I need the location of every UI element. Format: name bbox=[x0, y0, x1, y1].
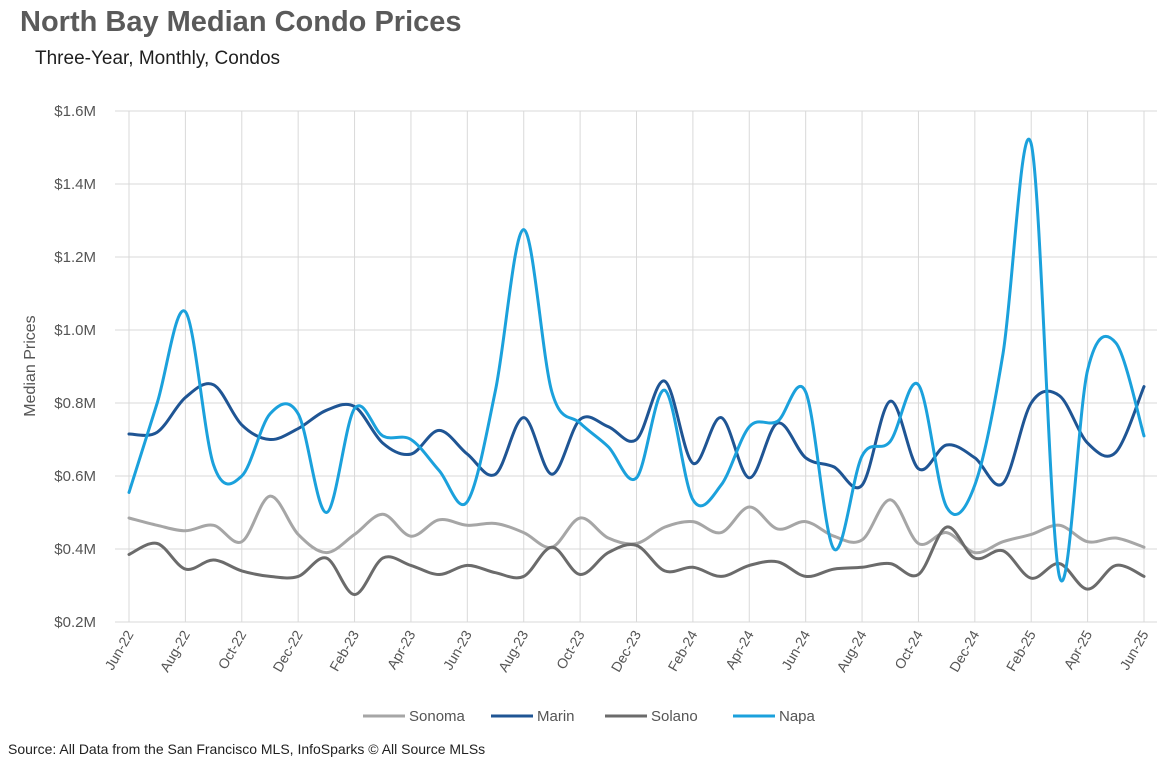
x-tick-label: Aug-23 bbox=[495, 627, 532, 674]
y-tick-label: $1.6M bbox=[54, 103, 96, 120]
y-tick-label: $0.2M bbox=[54, 614, 96, 631]
y-axis-ticks: $0.2M $0.4M $0.6M $0.8M $1.0M $1.2M $1.4M $1.6M bbox=[54, 103, 96, 631]
x-tick-label: Jun-24 bbox=[778, 627, 813, 672]
x-tick-label: Oct-24 bbox=[891, 627, 926, 672]
line-chart: $0.2M $0.4M $0.6M $0.8M $1.0M $1.2M $1.4M $1.6M… bbox=[22, 103, 1157, 725]
x-tick-label: Jun-23 bbox=[440, 627, 475, 672]
chart-subtitle: Three-Year, Monthly, Condos bbox=[35, 48, 281, 69]
x-tick-label: Dec-23 bbox=[608, 627, 645, 674]
y-tick-label: $1.4M bbox=[54, 176, 96, 193]
y-tick-label: $0.4M bbox=[54, 541, 96, 558]
legend-label-solano: Solano bbox=[651, 708, 698, 725]
x-tick-label: Apr-25 bbox=[1060, 627, 1095, 672]
y-tick-label: $0.8M bbox=[54, 395, 96, 412]
series-line-solano bbox=[127, 525, 1146, 597]
y-tick-label: $0.6M bbox=[54, 468, 96, 485]
y-tick-label: $1.2M bbox=[54, 249, 96, 266]
y-axis-title: Median Prices bbox=[22, 315, 39, 416]
gridlines bbox=[115, 110, 1157, 623]
series-line-marin bbox=[127, 379, 1146, 490]
series-line-sonoma bbox=[127, 494, 1146, 555]
legend-label-sonoma: Sonoma bbox=[409, 708, 466, 725]
x-tick-label: Aug-24 bbox=[833, 627, 870, 674]
x-tick-label: Jun-22 bbox=[101, 627, 136, 672]
x-tick-label: Oct-22 bbox=[215, 627, 250, 672]
x-axis-ticks: Jun-22 Aug-22 Oct-22 Dec-22 Feb-23 Apr-23 Jun-… bbox=[101, 627, 1151, 674]
series-lines bbox=[127, 138, 1146, 597]
x-tick-label: Aug-22 bbox=[157, 627, 194, 674]
series-line-napa bbox=[127, 138, 1146, 583]
legend-label-marin: Marin bbox=[537, 708, 575, 725]
y-tick-label: $1.0M bbox=[54, 322, 96, 339]
legend: Sonoma Marin Solano Napa bbox=[363, 708, 816, 725]
chart-title: North Bay Median Condo Prices bbox=[20, 6, 462, 38]
legend-label-napa: Napa bbox=[779, 708, 816, 725]
x-tick-label: Jun-25 bbox=[1116, 627, 1151, 672]
x-tick-label: Apr-24 bbox=[722, 627, 757, 672]
source-note: Source: All Data from the San Francisco … bbox=[8, 741, 486, 757]
x-tick-label: Feb-23 bbox=[326, 627, 362, 674]
x-tick-label: Dec-24 bbox=[946, 627, 983, 674]
x-tick-label: Oct-23 bbox=[553, 627, 588, 672]
x-tick-label: Dec-22 bbox=[269, 627, 306, 674]
x-tick-label: Apr-23 bbox=[384, 627, 419, 672]
x-tick-label: Feb-24 bbox=[664, 627, 700, 674]
x-tick-label: Feb-25 bbox=[1003, 627, 1039, 674]
